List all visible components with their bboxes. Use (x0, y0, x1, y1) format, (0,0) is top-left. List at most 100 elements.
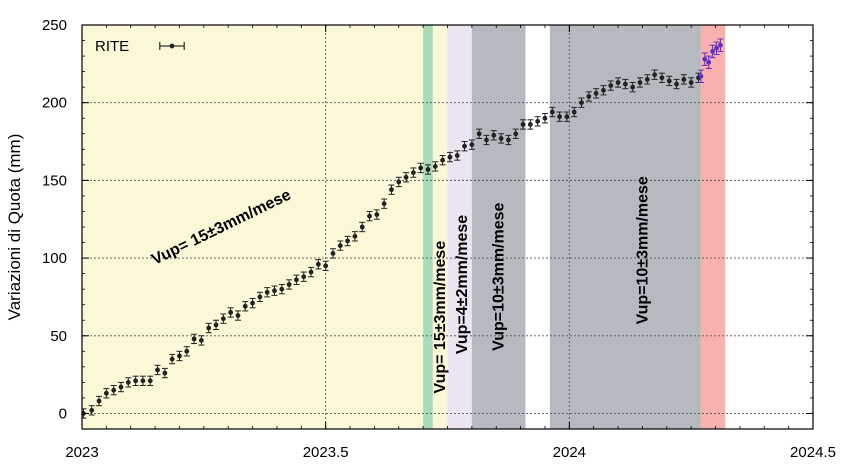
point-marker (396, 179, 402, 185)
point-marker (96, 398, 102, 404)
y-tick-label-0: 0 (59, 405, 67, 422)
data-point (125, 377, 132, 388)
data-point (607, 80, 614, 91)
data-points (82, 38, 724, 419)
data-point (680, 74, 687, 85)
point-marker (125, 379, 131, 385)
point-marker (432, 164, 438, 169)
point-marker (228, 310, 234, 315)
point-marker (140, 378, 146, 384)
point-marker (702, 56, 708, 62)
point-marker (557, 114, 562, 120)
point-marker (184, 348, 190, 354)
point-marker (527, 122, 533, 127)
data-point (505, 134, 512, 146)
data-point (629, 81, 636, 93)
data-point (191, 333, 198, 345)
shaded-periods (82, 25, 726, 429)
data-point (322, 260, 329, 272)
data-point (271, 285, 278, 296)
point-marker (659, 75, 665, 81)
point-marker (272, 288, 277, 294)
data-point (198, 335, 205, 346)
data-point (286, 279, 293, 290)
point-marker (484, 137, 489, 143)
point-marker (345, 238, 350, 244)
data-point (585, 91, 592, 102)
point-marker (637, 80, 643, 85)
data-point (132, 375, 139, 386)
point-marker (622, 81, 628, 87)
point-marker (674, 81, 679, 87)
point-marker (644, 76, 650, 82)
legend-label: RITE (95, 38, 129, 55)
shaded-period-5 (549, 25, 701, 429)
data-point (337, 240, 344, 251)
point-marker (542, 115, 548, 121)
data-point (425, 164, 432, 175)
point-marker (681, 76, 687, 82)
data-point (381, 198, 388, 209)
data-point (541, 113, 548, 124)
point-marker (718, 42, 723, 48)
data-point (308, 266, 315, 278)
data-point (520, 119, 527, 130)
point-marker (593, 90, 599, 96)
y-tick-label-1: 50 (50, 328, 67, 345)
point-marker (308, 269, 314, 275)
data-point (176, 350, 183, 362)
data-point (417, 162, 424, 174)
point-marker (315, 261, 321, 267)
data-point (344, 235, 351, 247)
point-marker (688, 80, 694, 85)
point-marker (615, 80, 621, 85)
data-point (293, 274, 300, 285)
data-point (644, 74, 651, 85)
data-point (468, 139, 475, 150)
point-marker (389, 187, 394, 193)
data-point (454, 150, 461, 161)
legend: RITE (95, 38, 185, 55)
data-point (329, 248, 336, 259)
data-point (636, 77, 643, 88)
point-marker (89, 407, 95, 413)
data-point (705, 55, 712, 70)
y-tick-label-3: 150 (42, 172, 67, 189)
point-marker (169, 356, 175, 362)
point-marker (118, 384, 124, 390)
data-point (117, 381, 124, 393)
point-marker (549, 109, 555, 115)
data-point (571, 106, 578, 118)
point-marker (425, 167, 431, 172)
data-point (256, 291, 263, 303)
data-point (578, 97, 585, 108)
point-marker (579, 100, 584, 106)
point-marker (330, 251, 336, 256)
x-tick-label-2: 2024 (553, 444, 586, 461)
point-marker (352, 233, 358, 239)
annotation-3: Vup=10±3mm/mese (491, 202, 508, 350)
data-point (709, 44, 716, 59)
data-point (154, 364, 161, 376)
data-point (549, 106, 556, 118)
data-point (88, 405, 95, 416)
point-marker (666, 78, 672, 84)
point-marker (608, 83, 614, 88)
data-point (498, 133, 505, 144)
shaded-period-3 (447, 25, 472, 429)
point-marker (710, 49, 716, 54)
data-point (96, 395, 103, 407)
point-marker (286, 282, 292, 287)
point-marker (198, 338, 204, 343)
annotation-4: Vup=10±3mm/mese (634, 176, 651, 324)
data-point (220, 313, 227, 324)
point-marker (323, 263, 329, 269)
point-marker (462, 143, 467, 149)
point-marker (418, 165, 424, 171)
data-point (227, 307, 234, 318)
data-point (110, 384, 117, 396)
point-marker (147, 378, 153, 384)
point-marker (213, 322, 219, 328)
data-point (556, 111, 563, 122)
